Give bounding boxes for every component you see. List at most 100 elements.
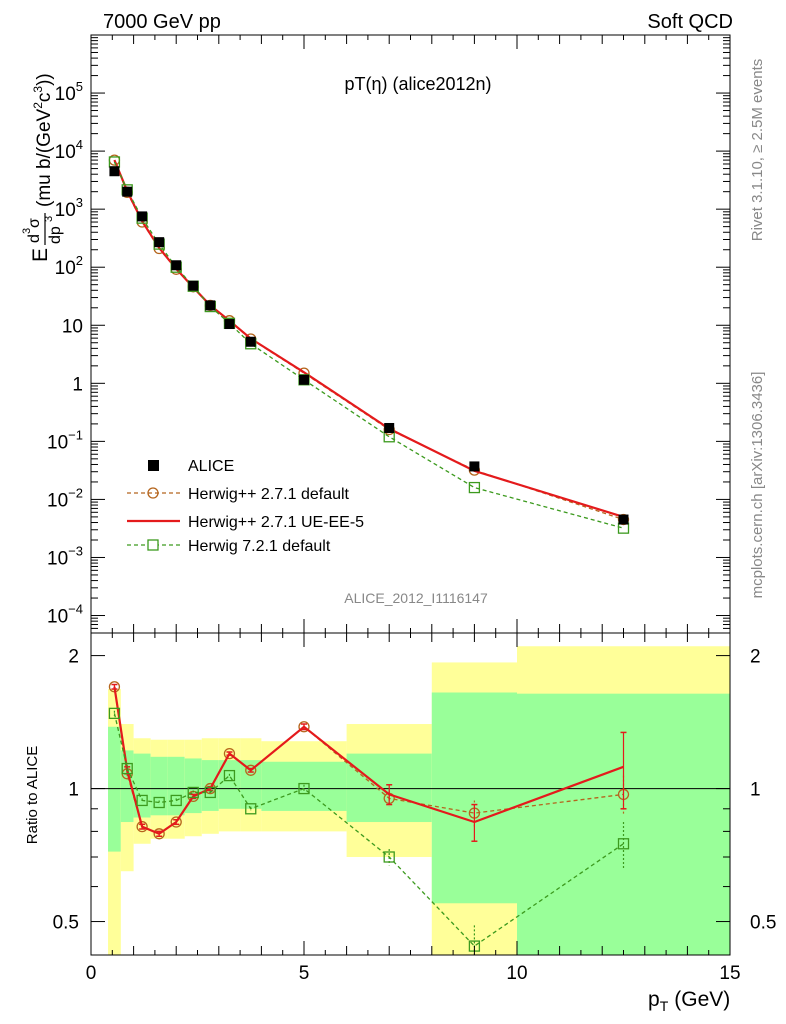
ylabel-units: (mu b/(GeV2c3))	[31, 73, 55, 207]
main-y-tick-label-base: 10	[55, 142, 76, 163]
legend-label-herwig7: Herwig 7.2.1 default	[188, 538, 331, 555]
ratio-y-tick-label-left: 1	[68, 780, 79, 801]
ratio-point-herwig7	[383, 851, 395, 863]
ratio-point-herwig7	[187, 786, 199, 799]
ylabel-e: E	[29, 248, 52, 262]
main-y-tick-label-base: 1	[72, 374, 83, 395]
main-y-tick-label-base: 10	[55, 258, 76, 279]
main-y-tick-label: 105	[55, 79, 83, 105]
main-y-tick-label-base: 10	[55, 84, 76, 105]
ratio-y-tick-label-right: 1	[750, 780, 761, 801]
ratio-uncertainty-bands	[108, 646, 730, 955]
ylabel-num-d: d	[26, 234, 43, 243]
ratio-ticks: 0.5 0.5 1 1 2 2 0 5 10 15	[53, 633, 776, 984]
ratio-y-tick-label-left: 0.5	[53, 913, 79, 934]
main-point-herwig7	[468, 481, 481, 494]
rivet-label: Rivet 3.1.10, ≥ 2.5M events	[749, 59, 766, 242]
ratio-point-herwigpp-default	[170, 816, 182, 828]
main-point-alice	[171, 260, 182, 271]
legend: ALICE Herwig++ 2.7.1 default Herwig++ 2.…	[127, 458, 364, 555]
watermark: ALICE_2012_I1116147	[344, 590, 488, 606]
main-y-tick-label: 1	[72, 374, 83, 395]
legend-label-herwigpp-default: Herwig++ 2.7.1 default	[188, 486, 350, 503]
main-point-alice	[618, 514, 629, 525]
main-point-alice	[245, 336, 256, 347]
ratio-point-herwigpp-default	[153, 828, 165, 840]
x-tick-label: 5	[299, 963, 310, 984]
main-point-alice	[384, 422, 395, 433]
main-y-tick-label: 10−4	[47, 602, 83, 628]
header-right: Soft QCD	[647, 11, 733, 33]
ratio-y-tick-label-right: 2	[750, 647, 761, 668]
main-point-alice	[109, 166, 120, 177]
mcplots-label: mcplots.cern.ch [arXiv:1306.3436]	[749, 372, 766, 599]
main-point-alice	[224, 319, 235, 330]
main-y-tick-label: 102	[55, 253, 83, 279]
band-inner	[167, 756, 185, 816]
x-tick-label: 10	[506, 963, 527, 984]
ratio-point-herwig7	[298, 782, 310, 795]
ylabel-den-dp: dp	[47, 226, 64, 244]
ratio-point-herwigpp-default	[245, 764, 257, 776]
header-left: 7000 GeV pp	[103, 11, 221, 33]
main-y-axis-label: E d 3 σ dp 3 (mu b/(GeV2c3))	[21, 73, 64, 262]
main-y-tick-label: 10−3	[47, 543, 83, 569]
ratio-point-herwig7	[617, 838, 630, 850]
main-point-alice	[122, 186, 133, 197]
ratio-line-herwig7	[113, 713, 624, 947]
main-y-tick-label-base: 10	[47, 432, 68, 453]
main-y-tick-label-exponent: 5	[76, 79, 83, 94]
main-point-alice	[137, 211, 148, 222]
main-y-tick-label: 103	[55, 195, 83, 221]
ratio-point-herwig7	[204, 786, 216, 799]
ratio-point-herwigpp-default	[223, 747, 236, 760]
main-point-alice	[469, 461, 480, 472]
main-y-tick-label-exponent: 3	[76, 195, 83, 210]
legend-label-alice: ALICE	[188, 458, 234, 475]
main-point-alice	[205, 300, 216, 311]
ratio-y-axis-label: Ratio to ALICE	[24, 746, 41, 844]
main-y-tick-label-exponent: −1	[68, 427, 83, 442]
ratio-point-herwigpp-default	[298, 721, 310, 733]
ratio-line-ueee5	[113, 686, 624, 836]
ratio-point-herwig7	[121, 762, 133, 775]
x-tick-label: 15	[719, 963, 740, 984]
main-point-alice	[188, 280, 199, 291]
main-y-tick-label-base: 10	[47, 607, 68, 628]
ratio-point-herwig7	[223, 769, 236, 782]
ratio-series	[108, 681, 630, 955]
main-point-alice	[154, 237, 165, 248]
main-frame	[90, 34, 731, 634]
band-inner	[120, 750, 134, 823]
ratio-y-tick-label-right: 0.5	[750, 913, 776, 934]
x-tick-label: 0	[86, 963, 97, 984]
ratio-y-tick-label-left: 2	[68, 647, 79, 668]
ratio-point-herwig7	[245, 803, 257, 815]
ratio-point-herwig7	[153, 796, 165, 809]
main-y-tick-label: 104	[55, 137, 83, 163]
ratio-point-herwig7	[170, 794, 182, 807]
main-y-tick-label-base: 10	[47, 548, 68, 569]
main-point-alice	[299, 374, 309, 385]
legend-marker-herwigpp-default	[147, 487, 159, 499]
ylabel-num-exp: 3	[21, 228, 33, 234]
main-y-tick-label: 10−1	[47, 427, 83, 453]
band-inner	[108, 726, 121, 852]
main-y-tick-label-base: 10	[55, 200, 76, 221]
main-y-tick-label-exponent: 4	[76, 137, 83, 152]
main-y-tick-label: 10	[62, 316, 83, 337]
ylabel-sigma: σ	[26, 218, 43, 228]
ratio-point-herwigpp-default	[136, 820, 148, 833]
main-y-tick-label-exponent: −2	[68, 485, 83, 500]
band-inner	[150, 756, 168, 816]
band-inner	[431, 692, 517, 904]
x-axis-label: pT (GeV)	[648, 988, 730, 1014]
legend-marker-alice	[148, 460, 159, 471]
band-inner	[133, 753, 151, 818]
band-inner	[201, 760, 219, 811]
main-y-tick-label: 10−2	[47, 485, 83, 511]
ratio-panel: 0.5 0.5 1 1 2 2 0 5 10 15 Ratio to ALICE pT (GeV)	[24, 632, 776, 1014]
legend-marker-herwig7	[147, 539, 159, 551]
